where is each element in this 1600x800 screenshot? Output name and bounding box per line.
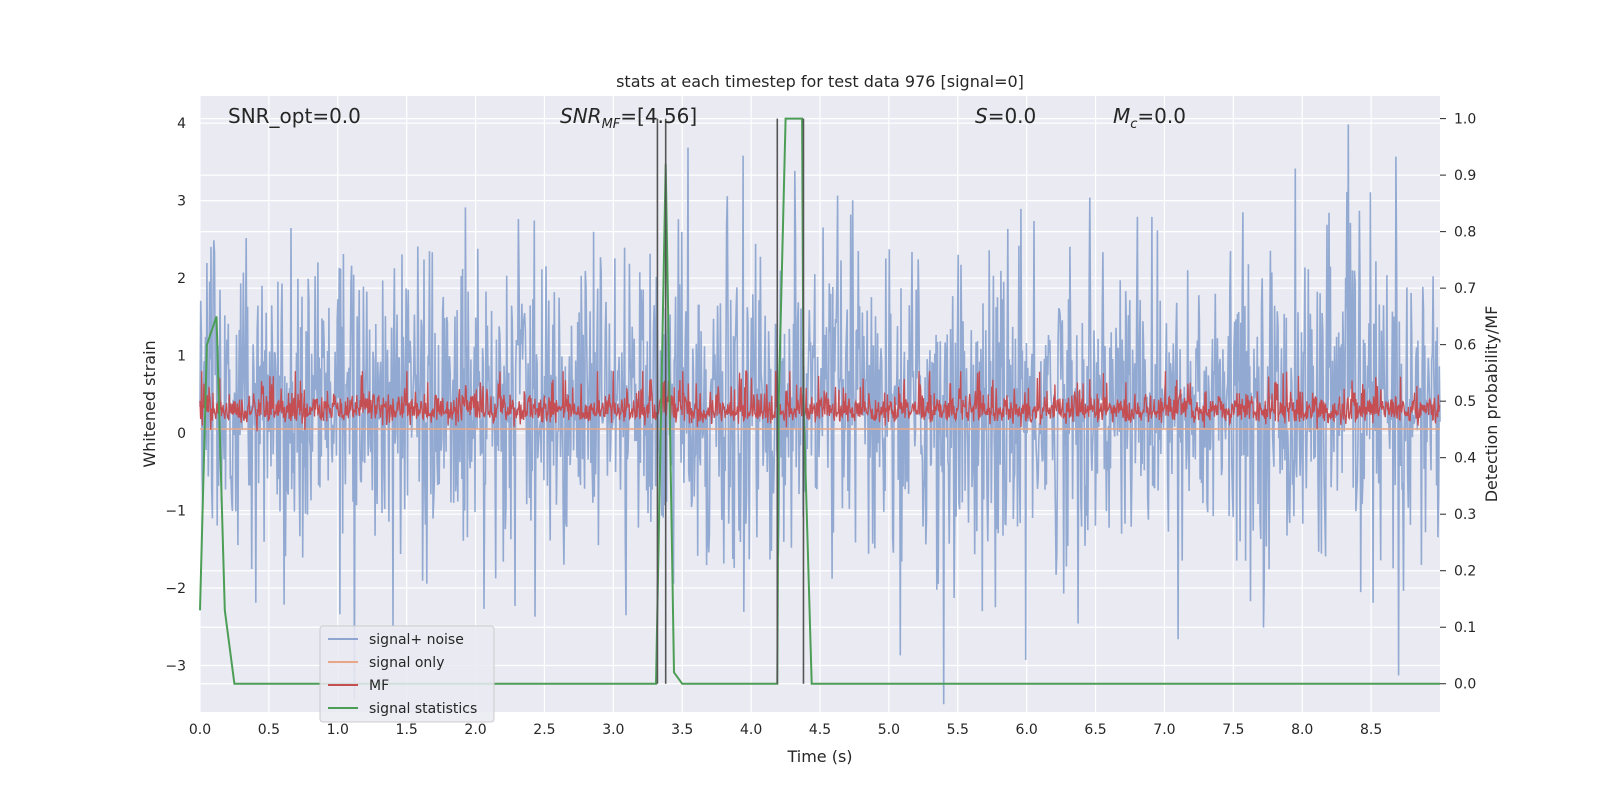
annotation-snr-mf-main: SNR — [560, 104, 602, 128]
y-tick-label-right: 0.5 — [1454, 394, 1476, 410]
x-tick-label: 4.0 — [740, 722, 762, 738]
y-tick-label-left: 2 — [177, 271, 186, 287]
vline-layer — [656, 118, 805, 684]
series-mf — [199, 370, 1441, 432]
y-axis-label-left: Whitened strain — [140, 340, 159, 467]
y-tick-label-left: 1 — [177, 349, 186, 365]
y-tick-label-right: 0.7 — [1454, 281, 1476, 297]
annotation-snr-mf-val: =[4.56] — [620, 104, 697, 128]
x-tick-label: 8.5 — [1360, 722, 1382, 738]
x-tick-label: 8.0 — [1291, 722, 1313, 738]
annotation-s: S=0.0 — [975, 104, 1036, 128]
x-tick-label: 7.0 — [1153, 722, 1175, 738]
annotation-snr-mf: SNRMF=[4.56] — [560, 104, 697, 132]
y-tick-label-left: 4 — [177, 116, 186, 132]
y-tick-label-right: 0.3 — [1454, 507, 1476, 523]
legend-frame — [319, 625, 495, 723]
y-tick-label-right: 0.2 — [1454, 564, 1476, 580]
annotation-mc-val: =0.0 — [1137, 104, 1186, 128]
y-tick-label-left: −1 — [165, 504, 186, 520]
x-tick-label: 1.0 — [327, 722, 349, 738]
legend-label-signal-noise: signal+ noise — [369, 632, 464, 648]
annotation-mc-sub: c — [1130, 117, 1137, 132]
y-tick-label-right: 0.6 — [1454, 338, 1476, 354]
y-tick-label-left: 3 — [177, 194, 186, 210]
annotation-snr-mf-sub: MF — [602, 117, 621, 132]
legend-label-mf: MF — [369, 678, 389, 694]
x-tick-label: 2.5 — [533, 722, 555, 738]
x-tick-label: 1.5 — [396, 722, 418, 738]
series-signal-noise — [199, 124, 1441, 705]
y-tick-label-right: 0.0 — [1454, 677, 1476, 693]
x-tick-label: 3.0 — [602, 722, 624, 738]
x-tick-label: 0.5 — [258, 722, 280, 738]
x-tick-label: 6.0 — [1016, 722, 1038, 738]
annotation-snr-opt: SNR_opt=0.0 — [228, 104, 361, 128]
x-tick-label: 6.5 — [1084, 722, 1106, 738]
y-tick-label-left: 0 — [177, 426, 186, 442]
annotation-mc: Mc=0.0 — [1113, 104, 1186, 132]
y-tick-label-right: 1.0 — [1454, 112, 1476, 128]
x-axis-label: Time (s) — [786, 747, 852, 766]
legend-label-signal-statistics: signal statistics — [369, 701, 477, 717]
legend-label-signal-only: signal only — [369, 655, 444, 671]
x-tick-label: 5.0 — [878, 722, 900, 738]
x-tick-label: 0.0 — [189, 722, 211, 738]
annotation-s-val: =0.0 — [988, 104, 1037, 128]
annotation-s-main: S — [975, 104, 988, 128]
y-tick-label-right: 0.4 — [1454, 451, 1476, 467]
ticks-layer: 0.0 0.5 1.0 1.5 2.0 2.5 3.0 3.5 4.0 4.5 5.0 5.5 6.0 6… — [165, 112, 1476, 738]
y-axis-label-right: Detection probability/MF — [1482, 306, 1501, 503]
legend: signal+ noise signal only MF signal stat… — [319, 625, 495, 723]
annotation-mc-main: M — [1113, 104, 1130, 128]
y-tick-label-right: 0.8 — [1454, 225, 1476, 241]
y-tick-label-right: 0.9 — [1454, 168, 1476, 184]
x-tick-label: 2.0 — [464, 722, 486, 738]
x-tick-label: 7.5 — [1222, 722, 1244, 738]
chart-title: stats at each timestep for test data 976… — [616, 72, 1024, 91]
y-tick-label-right: 0.1 — [1454, 620, 1476, 636]
x-tick-label: 4.5 — [809, 722, 831, 738]
y-tick-label-left: −2 — [165, 581, 186, 597]
y-tick-label-left: −3 — [165, 659, 186, 675]
x-tick-label: 3.5 — [671, 722, 693, 738]
x-tick-label: 5.5 — [947, 722, 969, 738]
